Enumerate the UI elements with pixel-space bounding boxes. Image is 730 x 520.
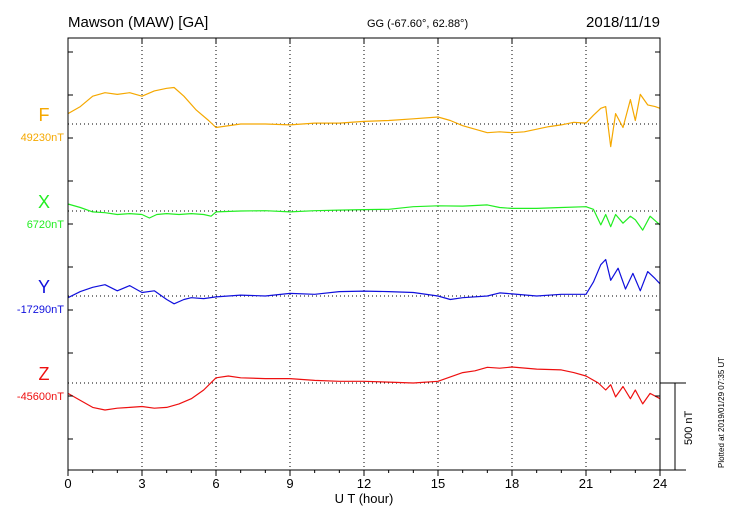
- x-tick-label: 18: [505, 476, 519, 491]
- x-tick-label: 12: [357, 476, 371, 491]
- x-tick-label: 6: [212, 476, 219, 491]
- station-title: Mawson (MAW) [GA]: [68, 14, 208, 31]
- grid-lines: [141, 38, 587, 470]
- axis-ticks: 0 3 6 9 12 15 18 21 24: [64, 38, 667, 491]
- series-line-f: [67, 86, 661, 148]
- series-lines: [67, 86, 661, 411]
- coordinates-label: GG (-67.60°, 62.88°): [367, 18, 468, 30]
- x-tick-label: 15: [431, 476, 445, 491]
- x-tick-label: 0: [64, 476, 71, 491]
- series-name-f: F: [39, 105, 50, 125]
- plotted-timestamp: Plotted at 2019/01/29 07:35 UT: [717, 357, 726, 468]
- baseline-value-f: 49230nT: [21, 132, 65, 144]
- scale-bar: 500 nT: [660, 382, 695, 471]
- baseline-lines: [68, 123, 660, 384]
- x-tick-label: 24: [653, 476, 667, 491]
- series-line-y: [67, 258, 661, 305]
- series-name-y: Y: [38, 277, 50, 297]
- baseline-value-y: -17290nT: [17, 304, 64, 316]
- series-name-z: Z: [39, 364, 50, 384]
- series-line-z: [67, 366, 661, 411]
- scale-bar-label: 500 nT: [683, 410, 695, 445]
- x-tick-label: 3: [138, 476, 145, 491]
- x-tick-label: 21: [579, 476, 593, 491]
- series-labels: F 49230nT X 6720nT Y -17290nT Z -45600nT: [17, 105, 64, 403]
- baseline-value-x: 6720nT: [27, 219, 65, 231]
- series-name-x: X: [38, 192, 50, 212]
- baseline-value-z: -45600nT: [17, 391, 64, 403]
- series-line-x: [67, 203, 661, 231]
- date-label: 2018/11/19: [586, 14, 660, 31]
- x-axis-label: U T (hour): [335, 491, 394, 506]
- x-tick-label: 9: [286, 476, 293, 491]
